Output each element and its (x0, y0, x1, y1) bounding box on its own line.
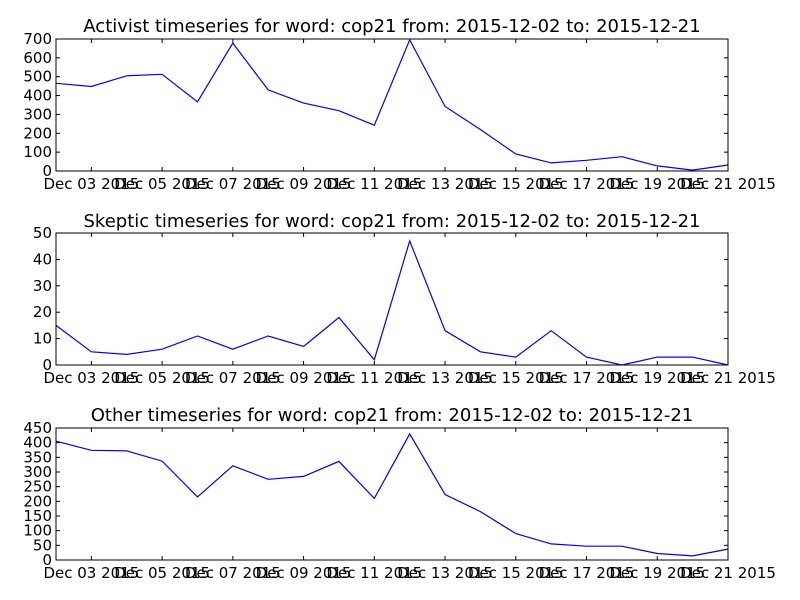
series-line-skeptic (55, 239, 729, 366)
x-tick-label: Dec 05 2015 (114, 175, 210, 193)
x-tick-label: Dec 07 2015 (185, 175, 281, 193)
y-tick-label: 10 (33, 330, 52, 348)
y-tick-label: 100 (23, 143, 52, 161)
y-tick-label: 300 (23, 463, 52, 481)
x-tick-label: Dec 13 2015 (397, 369, 493, 387)
x-tick-label: Dec 13 2015 (397, 564, 493, 582)
x-tick-label: Dec 11 2015 (326, 175, 422, 193)
y-tick-label: 200 (23, 492, 52, 510)
x-tick-label: Dec 09 2015 (256, 369, 352, 387)
x-tick-label: Dec 07 2015 (185, 564, 281, 582)
x-tick-label: Dec 19 2015 (609, 564, 705, 582)
x-tick-label: Dec 05 2015 (114, 564, 210, 582)
x-tick-label: Dec 11 2015 (326, 369, 422, 387)
x-tick-label: Dec 21 2015 (680, 369, 776, 387)
y-tick-label: 30 (33, 277, 52, 295)
chart-title-activist: Activist timeseries for word: cop21 from… (83, 16, 700, 37)
y-tick-label: 450 (23, 419, 52, 437)
y-tick-label: 20 (33, 303, 52, 321)
x-tick-label: Dec 09 2015 (256, 564, 352, 582)
x-tick-label: Dec 03 2015 (43, 564, 139, 582)
y-tick-label: 300 (23, 105, 52, 123)
plot-frame-skeptic (55, 232, 729, 366)
x-tick-label: Dec 09 2015 (256, 175, 352, 193)
x-tick-label: Dec 15 2015 (468, 564, 564, 582)
x-tick-label: Dec 05 2015 (114, 369, 210, 387)
y-tick-label: 150 (23, 507, 52, 525)
y-tick-label: 500 (23, 68, 52, 86)
x-tick-label: Dec 21 2015 (680, 175, 776, 193)
y-tick-label: 250 (23, 478, 52, 496)
y-tick-label: 0 (42, 356, 52, 374)
x-tick-label: Dec 15 2015 (468, 369, 564, 387)
panel-activist: Activist timeseries for word: cop21 from… (23, 16, 776, 193)
plot-frame-activist (55, 38, 729, 172)
y-tick-label: 400 (23, 87, 52, 105)
panel-other: Other timeseries for word: cop21 from: 2… (23, 405, 776, 582)
y-tick-label: 200 (23, 124, 52, 142)
y-tick-label: 100 (23, 522, 52, 540)
x-tick-label: Dec 17 2015 (539, 175, 635, 193)
y-tick-label: 400 (23, 434, 52, 452)
y-tick-label: 50 (33, 224, 52, 242)
x-tick-label: Dec 17 2015 (539, 369, 635, 387)
y-tick-label: 350 (23, 448, 52, 466)
y-tick-label: 0 (42, 162, 52, 180)
x-tick-label: Dec 11 2015 (326, 564, 422, 582)
chart-title-skeptic: Skeptic timeseries for word: cop21 from:… (83, 211, 700, 232)
x-tick-label: Dec 03 2015 (43, 369, 139, 387)
x-tick-label: Dec 13 2015 (397, 175, 493, 193)
y-tick-label: 0 (42, 551, 52, 569)
panel-skeptic: Skeptic timeseries for word: cop21 from:… (33, 211, 776, 387)
y-tick-label: 50 (33, 536, 52, 554)
x-tick-label: Dec 03 2015 (43, 175, 139, 193)
x-tick-label: Dec 15 2015 (468, 175, 564, 193)
y-tick-label: 40 (33, 250, 52, 268)
x-tick-label: Dec 19 2015 (609, 369, 705, 387)
x-tick-label: Dec 17 2015 (539, 564, 635, 582)
chart-title-other: Other timeseries for word: cop21 from: 2… (91, 405, 693, 426)
x-tick-label: Dec 19 2015 (609, 175, 705, 193)
series-line-activist (55, 38, 729, 171)
y-tick-label: 600 (23, 49, 52, 67)
y-tick-label: 700 (23, 30, 52, 48)
x-tick-label: Dec 07 2015 (185, 369, 281, 387)
series-line-other (55, 432, 729, 557)
x-tick-label: Dec 21 2015 (680, 564, 776, 582)
plot-frame-other (55, 427, 729, 561)
